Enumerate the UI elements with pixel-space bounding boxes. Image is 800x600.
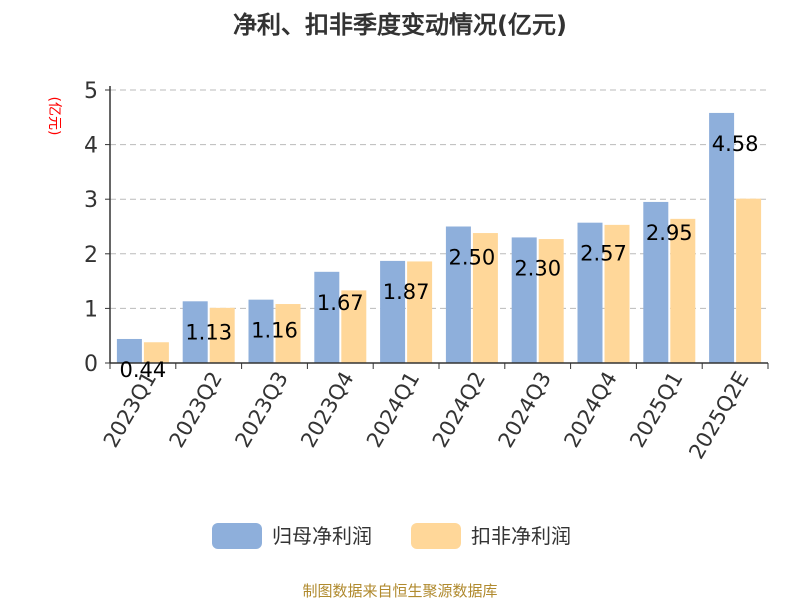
y-tick-label: 0 <box>84 352 98 377</box>
data-label: 1.67 <box>317 291 364 315</box>
legend[interactable]: 归母净利润 扣非净利润 <box>212 523 571 549</box>
x-tick-label: 2024Q3 <box>494 368 556 452</box>
y-tick-label: 1 <box>84 297 98 322</box>
legend-label: 扣非净利润 <box>471 524 571 548</box>
y-tick-label: 5 <box>84 79 98 104</box>
x-tick-label: 2024Q1 <box>362 368 424 452</box>
bar-net-profit <box>445 226 471 363</box>
y-axis-label: (亿元) <box>46 97 62 136</box>
data-label: 1.87 <box>383 280 430 304</box>
data-label: 2.57 <box>580 242 627 266</box>
x-tick-label: 2023Q4 <box>296 368 358 452</box>
bar-deducted-profit <box>472 233 498 363</box>
x-tick-label: 2025Q2E <box>684 368 753 464</box>
bar-deducted-profit <box>670 218 696 363</box>
data-label: 1.16 <box>251 319 298 343</box>
chart-title: 净利、扣非季度变动情况(亿元) <box>233 11 567 39</box>
data-label: 2.95 <box>646 221 693 245</box>
x-tick-label: 2023Q2 <box>165 368 227 452</box>
bar-net-profit <box>314 271 340 363</box>
bar-deducted-profit <box>604 224 630 363</box>
bar-deducted-profit <box>143 342 169 363</box>
y-tick-label: 4 <box>84 134 98 159</box>
source-note: 制图数据来自恒生聚源数据库 <box>302 582 497 600</box>
bar-net-profit <box>248 299 274 363</box>
bar-net-profit <box>511 237 537 363</box>
bar-deducted-profit <box>538 239 564 363</box>
data-label: 4.58 <box>712 132 759 156</box>
data-label: 0.44 <box>120 358 167 382</box>
data-labels: 0.44 1.13 1.16 1.67 1.87 2.50 2.30 2.57 2.95 4.58 <box>120 132 759 382</box>
x-tick-label: 2024Q2 <box>428 368 490 452</box>
bar-net-profit <box>709 112 735 363</box>
legend-item[interactable]: 归母净利润 <box>212 523 372 549</box>
grid-lines <box>110 89 768 309</box>
data-label: 2.30 <box>514 256 561 280</box>
legend-swatch <box>212 523 262 549</box>
bar-net-profit <box>643 201 669 363</box>
bar-deducted-profit <box>341 290 367 363</box>
bar-deducted-profit <box>209 307 235 363</box>
y-tick-label: 3 <box>84 188 98 213</box>
bar-deducted-profit <box>407 261 433 363</box>
bar-net-profit <box>182 301 208 363</box>
bar-net-profit <box>380 260 406 363</box>
data-label: 1.13 <box>185 320 232 344</box>
bar-net-profit <box>577 222 603 363</box>
data-label: 2.50 <box>449 246 496 270</box>
legend-label: 归母净利润 <box>272 524 372 548</box>
legend-item[interactable]: 扣非净利润 <box>411 523 571 549</box>
bar-net-profit <box>116 338 142 363</box>
x-tick-label: 2024Q4 <box>559 368 621 452</box>
bar-deducted-profit <box>736 198 762 363</box>
bars <box>116 112 762 363</box>
bar-deducted-profit <box>275 304 301 363</box>
y-tick-label: 2 <box>84 243 98 268</box>
x-tick-label: 2025Q1 <box>625 368 687 452</box>
legend-swatch <box>411 523 461 549</box>
x-tick-label: 2023Q3 <box>230 368 292 452</box>
